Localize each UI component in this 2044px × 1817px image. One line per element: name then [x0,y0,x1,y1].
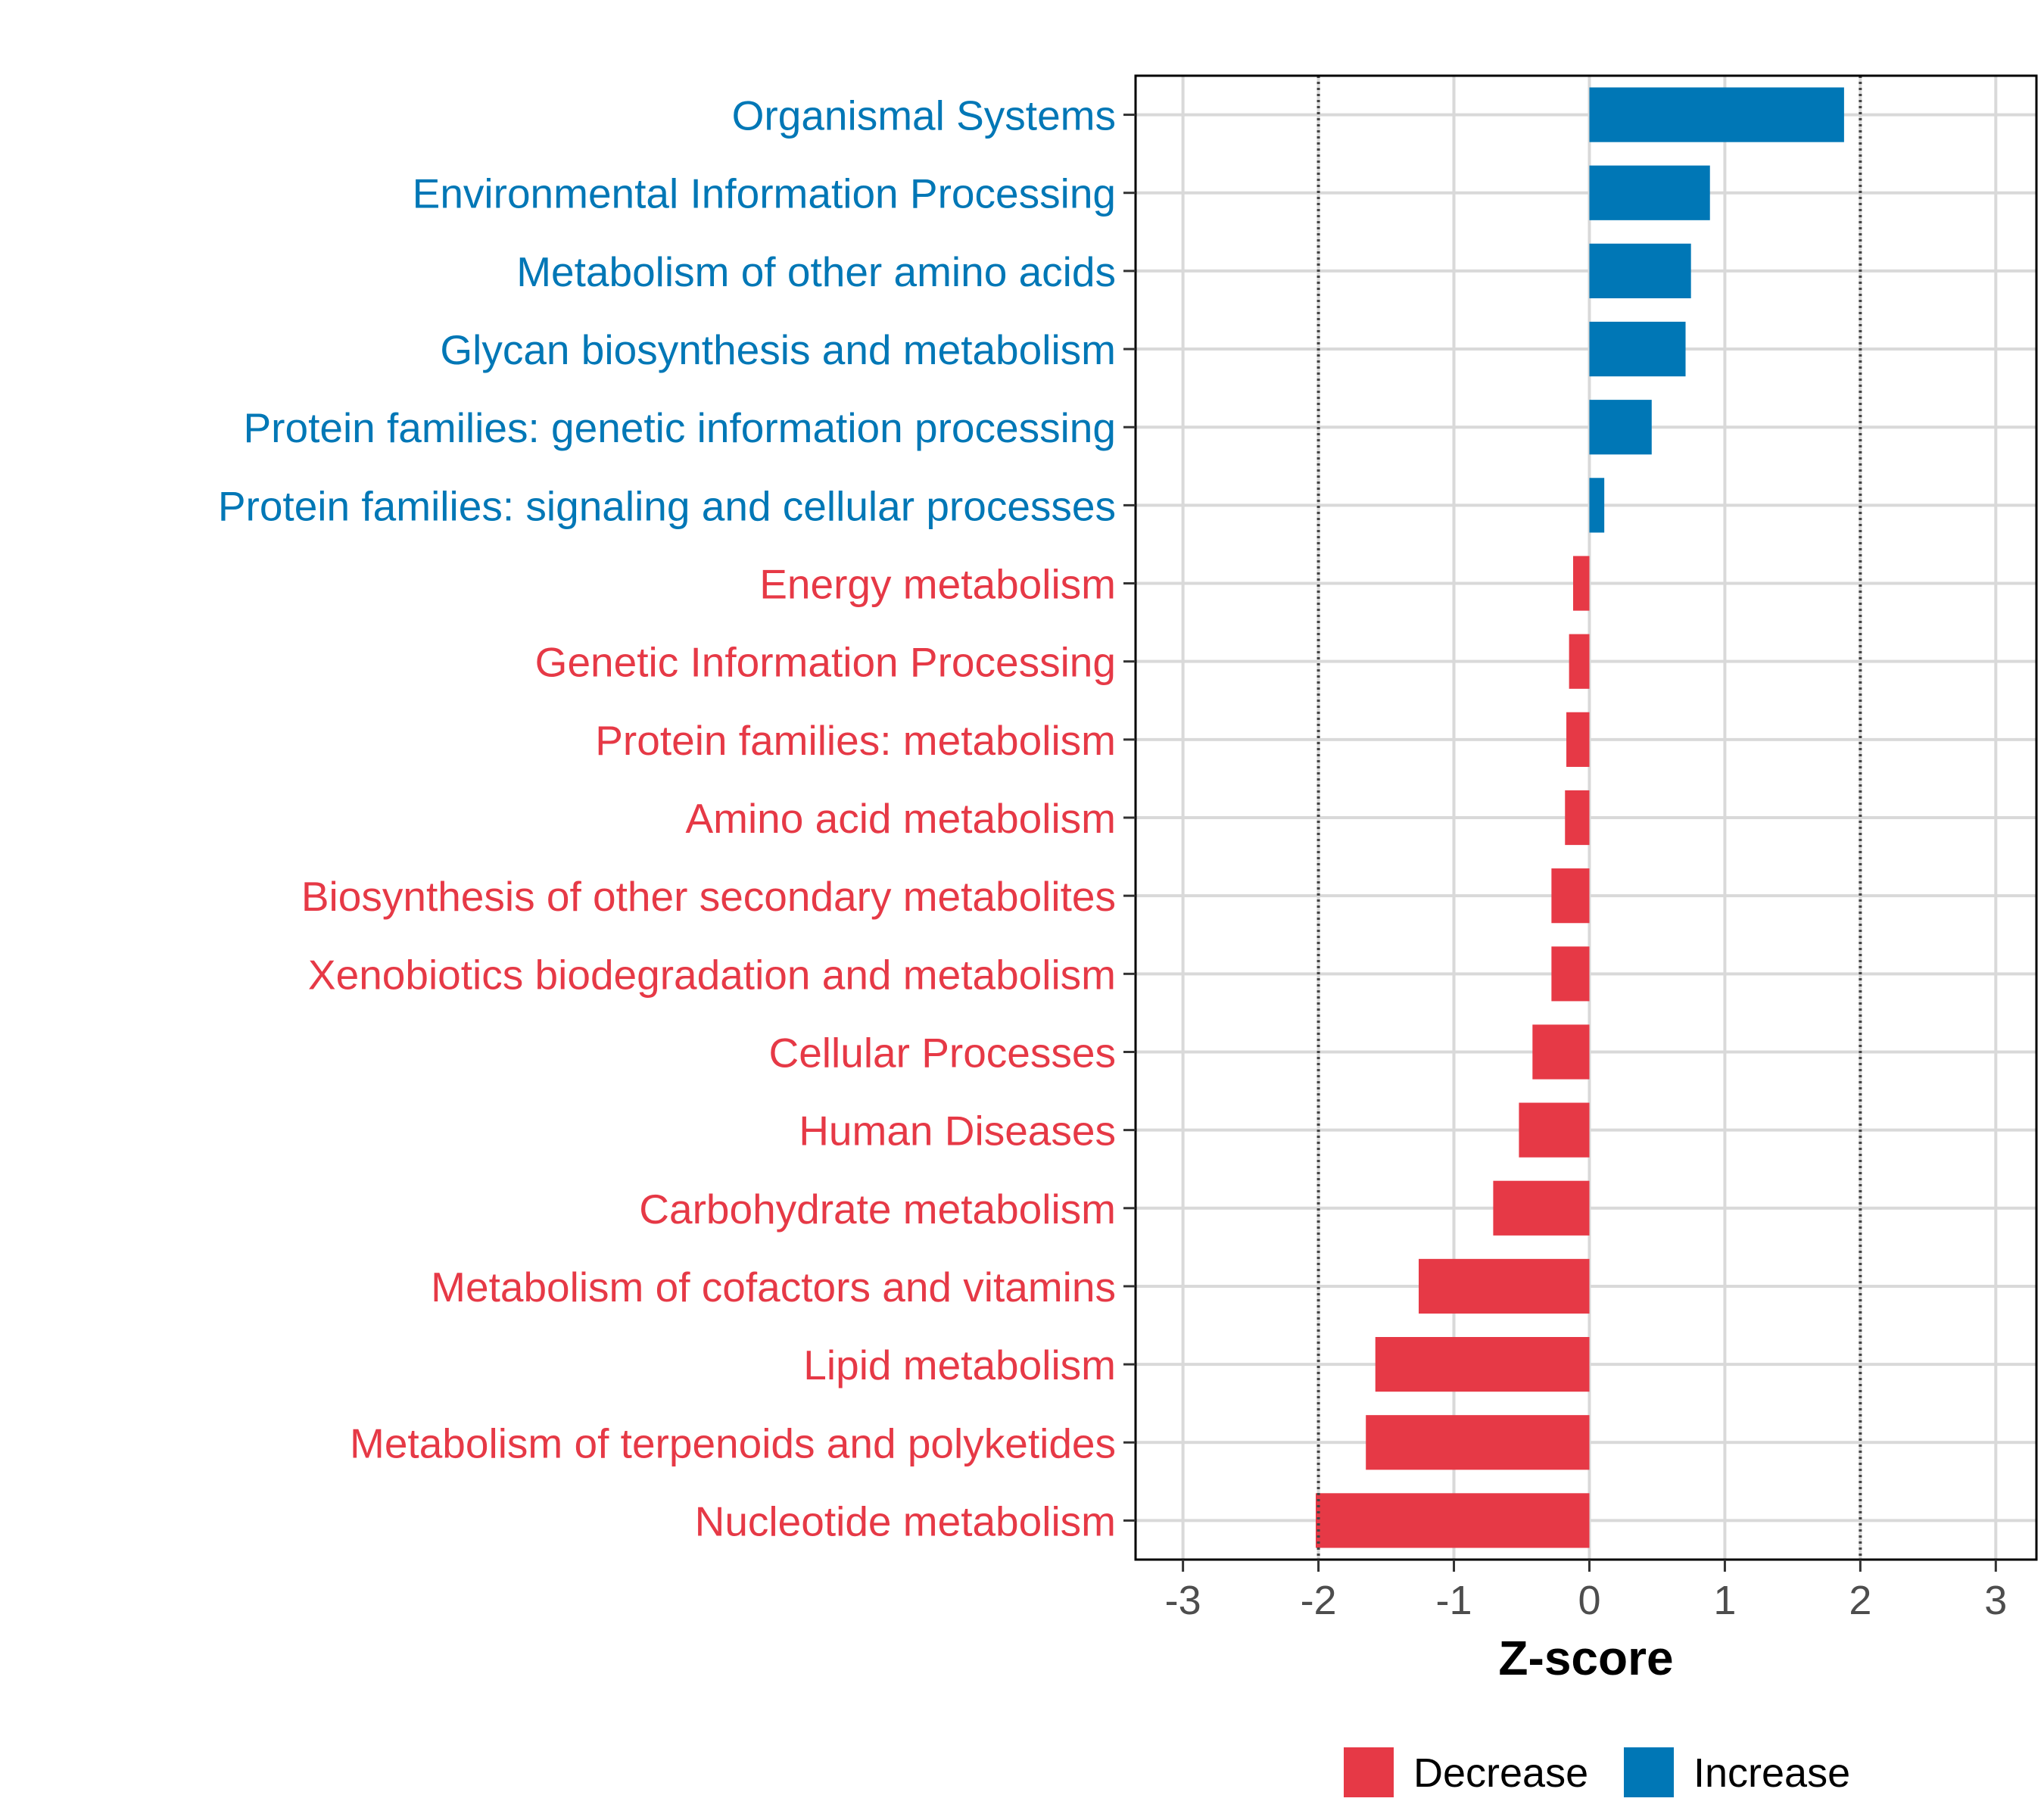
x-tick-label: 2 [1849,1578,1871,1623]
bar [1589,400,1652,455]
bar [1551,868,1590,924]
bar [1589,321,1686,377]
bar [1366,1415,1590,1470]
bar [1566,712,1590,767]
bar [1569,634,1590,689]
bar [1589,165,1710,220]
category-label: Environmental Information Processing [413,170,1116,217]
reference-line-layer [1316,76,1862,1560]
bar-layer [1316,87,1844,1548]
bar [1532,1024,1590,1080]
bar [1316,1493,1590,1548]
category-label: Genetic Information Processing [535,639,1116,686]
x-tick-label: 1 [1713,1578,1736,1623]
category-label: Human Diseases [799,1108,1116,1155]
bar [1519,1102,1590,1158]
category-label: Glycan biosynthesis and metabolism [440,326,1116,373]
legend-swatch [1344,1747,1394,1797]
bar [1551,946,1590,1002]
x-tick-label: -3 [1165,1578,1201,1623]
x-tick-label: -1 [1436,1578,1472,1623]
category-label-layer: Organismal Systems Environmental Informat… [218,92,1136,1544]
category-label: Lipid metabolism [803,1342,1116,1388]
bar [1589,243,1691,298]
bar [1419,1258,1590,1314]
category-label: Protein families: metabolism [595,717,1116,764]
legend: Decrease Increase [1344,1747,1850,1797]
bar [1573,556,1590,611]
category-label: Metabolism of cofactors and vitamins [431,1264,1116,1311]
category-label: Organismal Systems [732,92,1116,139]
x-tick-label: -2 [1301,1578,1337,1623]
bar [1375,1337,1590,1392]
x-tick-layer: -3 -2 -1 0 1 2 3 [1165,1560,2007,1623]
x-tick-label: 3 [1984,1578,2007,1623]
category-label: Carbohydrate metabolism [639,1186,1116,1233]
category-label: Amino acid metabolism [685,795,1116,842]
category-label: Protein families: genetic information pr… [243,404,1116,451]
legend-label: Increase [1693,1750,1850,1796]
bar [1589,87,1844,142]
x-tick-label: 0 [1578,1578,1600,1623]
x-axis-title: Z-score [1498,1631,1673,1685]
category-label: Metabolism of other amino acids [516,248,1116,295]
category-label: Metabolism of terpenoids and polyketides [350,1420,1116,1466]
category-label: Xenobiotics biodegradation and metabolis… [308,951,1116,998]
category-label: Energy metabolism [759,561,1116,608]
bar [1589,478,1605,533]
legend-label: Decrease [1413,1750,1588,1796]
category-label: Nucleotide metabolism [695,1498,1116,1544]
category-label: Protein families: signaling and cellular… [218,482,1116,529]
category-label: Biosynthesis of other secondary metaboli… [301,873,1116,920]
bar [1565,790,1590,846]
legend-swatch [1624,1747,1674,1797]
bar [1493,1180,1590,1236]
category-label: Cellular Processes [768,1029,1116,1076]
